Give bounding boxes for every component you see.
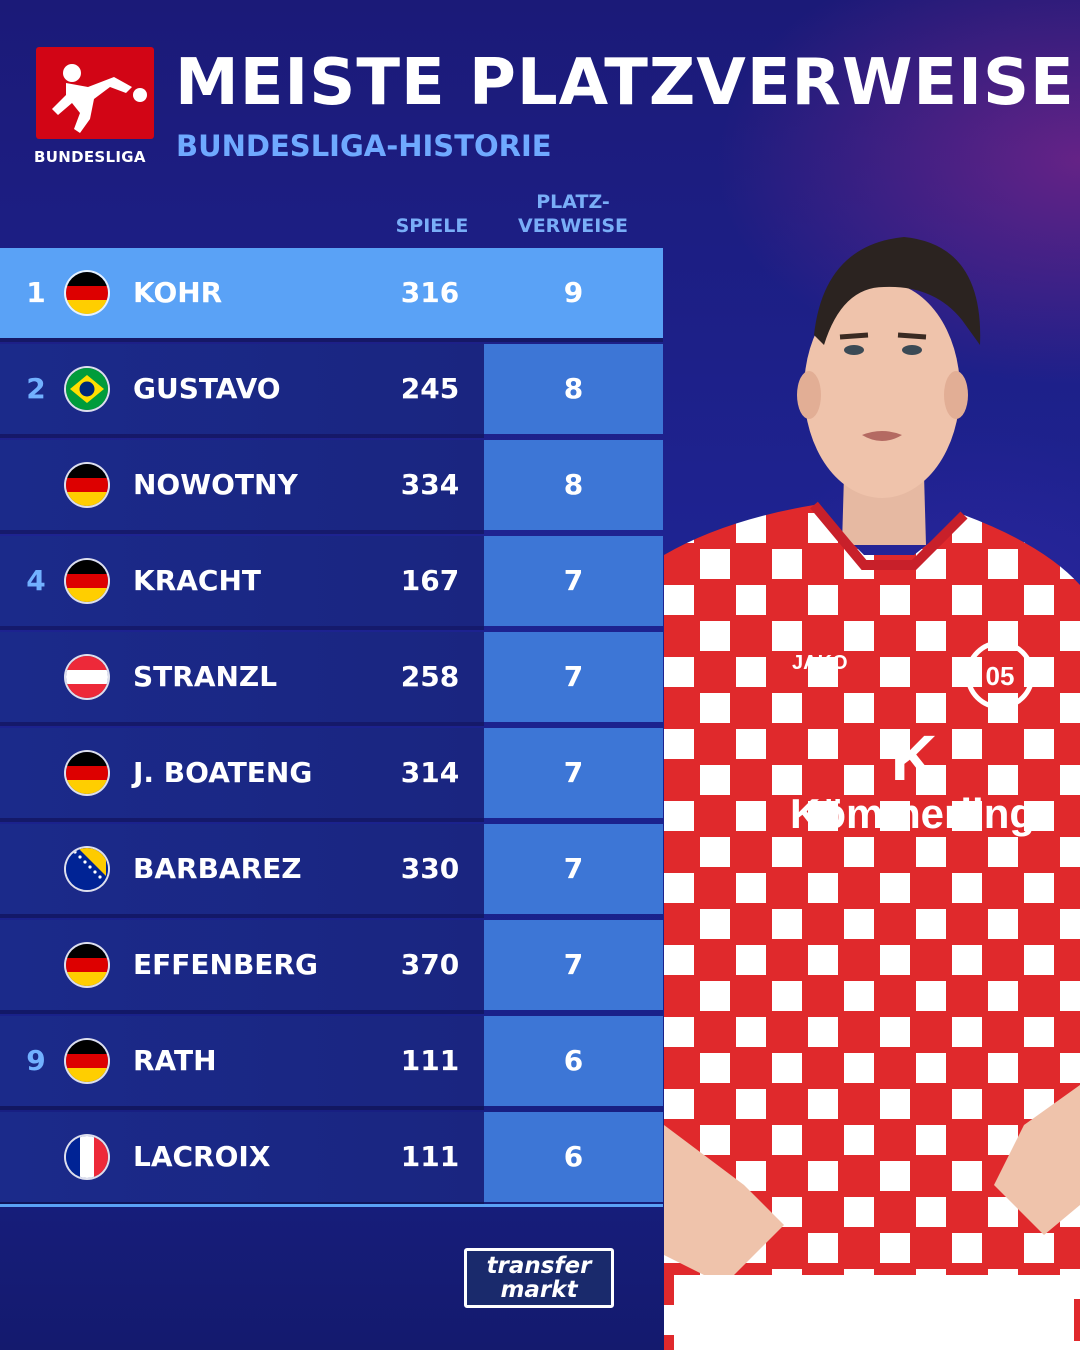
germany-flag-icon <box>66 1040 108 1082</box>
platzverweise-value: 8 <box>563 468 584 501</box>
row-value-background <box>484 632 663 722</box>
spiele-value: 314 <box>400 756 460 789</box>
spiele-value: 370 <box>400 948 460 981</box>
page-title: MEISTE PLATZVERWEISE <box>175 46 1075 120</box>
svg-text:K: K <box>891 722 937 794</box>
spiele-value: 258 <box>400 660 460 693</box>
platzverweise-value: 7 <box>563 564 584 597</box>
transfermarkt-logo-line1: transfer <box>486 1253 592 1279</box>
rank-number <box>20 824 52 914</box>
spiele-value: 245 <box>400 372 460 405</box>
spiele-value: 330 <box>400 852 460 885</box>
bosnia-flag-icon <box>66 848 108 890</box>
row-value-background <box>484 248 663 338</box>
rank-number: 9 <box>26 1044 46 1077</box>
table-row: STRANZL 258 7 <box>0 632 663 722</box>
spiele-value: 111 <box>400 1140 460 1173</box>
transfermarkt-logo: transfer markt <box>464 1248 614 1308</box>
platzverweise-value: 7 <box>563 948 584 981</box>
column-header-spiele: SPIELE <box>395 215 469 237</box>
brazil-flag-icon <box>66 368 108 410</box>
player-name: KRACHT <box>133 564 262 597</box>
player-name: NOWOTNY <box>133 468 298 501</box>
table-row: LACROIX 111 6 <box>0 1112 663 1202</box>
table-row: 4 KRACHT 167 7 <box>0 536 663 626</box>
rank-number: 1 <box>26 276 46 309</box>
player-photo: 05 K <box>664 237 1080 1350</box>
player-name: KOHR <box>133 276 223 309</box>
row-value-background <box>484 344 663 434</box>
rank-number: 4 <box>26 564 46 597</box>
platzverweise-value: 7 <box>563 660 584 693</box>
player-name: BARBAREZ <box>133 852 302 885</box>
row-value-background <box>484 1016 663 1106</box>
rank-number <box>20 440 52 530</box>
row-value-background <box>484 440 663 530</box>
table-row: NOWOTNY 334 8 <box>0 440 663 530</box>
table-row: 2 GUSTAVO 245 8 <box>0 344 663 434</box>
germany-flag-icon <box>66 560 108 602</box>
spiele-value: 316 <box>400 276 460 309</box>
row-value-background <box>484 920 663 1010</box>
transfermarkt-logo-line2: markt <box>500 1277 578 1303</box>
platzverweise-value: 9 <box>563 276 584 309</box>
platzverweise-value: 6 <box>563 1044 584 1077</box>
germany-flag-icon <box>66 944 108 986</box>
row-value-background <box>484 1112 663 1202</box>
row-value-background <box>484 536 663 626</box>
column-header-platzverweise-line2: VERWEISE <box>518 215 628 237</box>
spiele-value: 334 <box>400 468 460 501</box>
table-row: 1 KOHR 316 9 <box>0 248 663 338</box>
spiele-value: 167 <box>400 564 460 597</box>
bundesliga-logo <box>36 47 154 139</box>
france-flag-icon <box>66 1136 108 1178</box>
platzverweise-value: 7 <box>563 852 584 885</box>
rank-number: 2 <box>26 372 46 405</box>
germany-flag-icon <box>66 272 108 314</box>
page-subtitle: BUNDESLIGA-HISTORIE <box>176 129 552 163</box>
row-value-background <box>484 728 663 818</box>
player-name: RATH <box>133 1044 217 1077</box>
bundesliga-logo-text: BUNDESLIGA <box>34 148 146 166</box>
table-row: 9 RATH 111 6 <box>0 1016 663 1106</box>
player-name: STRANZL <box>133 660 278 693</box>
austria-flag-icon <box>66 656 108 698</box>
germany-flag-icon <box>66 464 108 506</box>
table-bottom-line <box>0 1204 663 1207</box>
platzverweise-value: 8 <box>563 372 584 405</box>
player-name: EFFENBERG <box>133 948 318 981</box>
shirt-brand-text: JAKO <box>792 652 848 674</box>
player-name: LACROIX <box>133 1140 271 1173</box>
platzverweise-value: 6 <box>563 1140 584 1173</box>
table-row: J. BOATENG 314 7 <box>0 728 663 818</box>
rank-number <box>20 632 52 722</box>
spiele-value: 111 <box>400 1044 460 1077</box>
column-header-platzverweise: PLATZ- VERWEISE <box>484 190 662 238</box>
shirt-sponsor-text: Kömmerling <box>790 790 1036 837</box>
row-value-background <box>484 824 663 914</box>
column-header-platzverweise-line1: PLATZ- <box>536 191 610 213</box>
platzverweise-value: 7 <box>563 756 584 789</box>
bundesliga-player-icon <box>52 64 147 133</box>
rank-number <box>20 728 52 818</box>
player-name: J. BOATENG <box>133 756 313 789</box>
table-row: EFFENBERG 370 7 <box>0 920 663 1010</box>
table-row: BARBAREZ 330 7 <box>0 824 663 914</box>
germany-flag-icon <box>66 752 108 794</box>
svg-text:05: 05 <box>986 661 1015 691</box>
rank-number <box>20 1112 52 1202</box>
player-name: GUSTAVO <box>133 372 281 405</box>
rank-number <box>20 920 52 1010</box>
